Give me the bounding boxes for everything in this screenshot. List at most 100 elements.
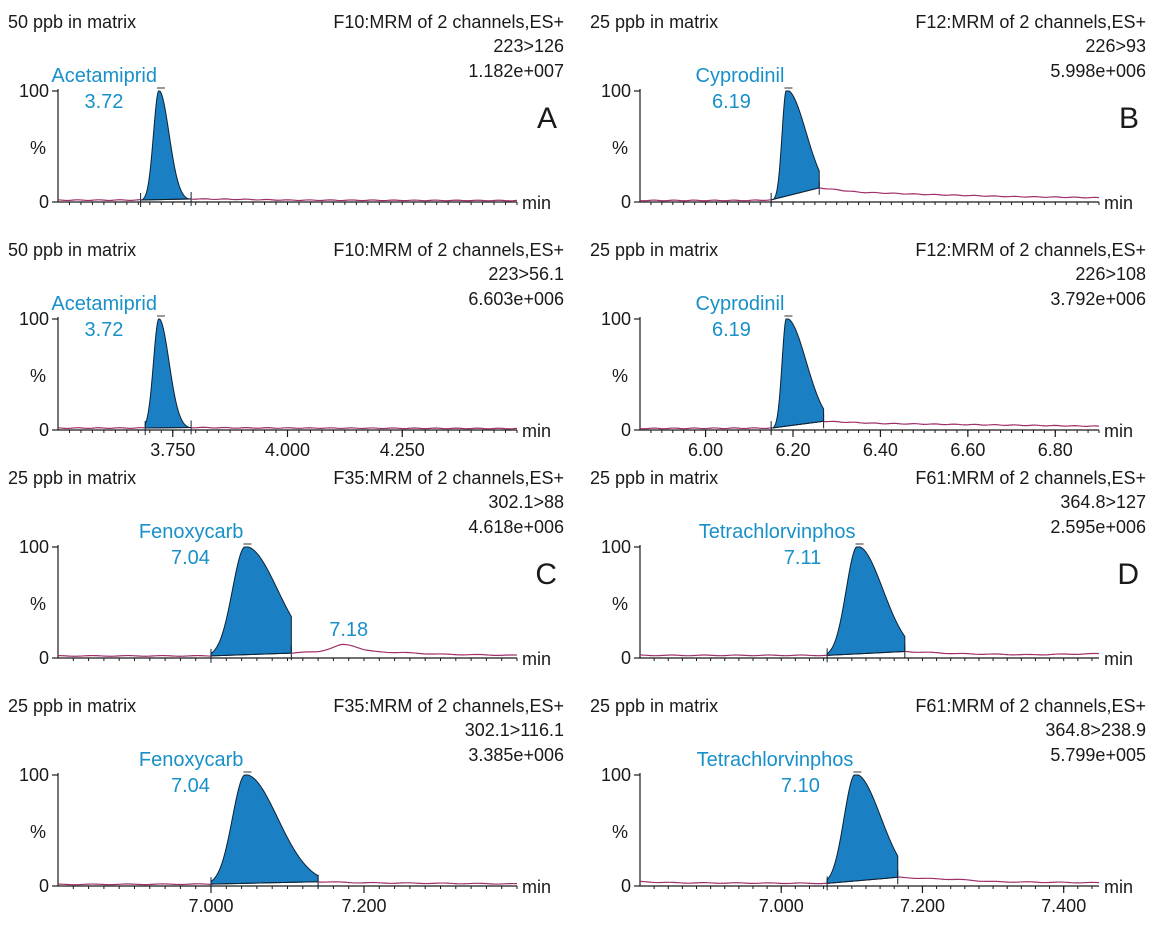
x-tick-label: 7.400 bbox=[1041, 896, 1086, 916]
intensity-label: 5.799e+005 bbox=[1050, 745, 1146, 765]
x-tick-label: 4.000 bbox=[265, 440, 310, 460]
y-tick-label: 0 bbox=[621, 192, 631, 212]
chromatogram-trace bbox=[897, 876, 1100, 884]
y-tick-label: 100 bbox=[19, 81, 49, 101]
compound-label: Fenoxycarb bbox=[139, 521, 244, 543]
function-label: F10:MRM of 2 channels,ES+ bbox=[333, 12, 564, 32]
integration-baseline bbox=[827, 876, 898, 884]
function-label: F61:MRM of 2 channels,ES+ bbox=[915, 696, 1146, 716]
y-tick-label: 100 bbox=[19, 537, 49, 557]
function-label: F10:MRM of 2 channels,ES+ bbox=[333, 240, 564, 260]
x-tick-label: 4.250 bbox=[380, 440, 425, 460]
compound-label: Fenoxycarb bbox=[139, 749, 244, 771]
chromatogram-panel: 50 ppb in matrix F10:MRM of 2 channels,ES… bbox=[8, 12, 564, 213]
y-tick-label: 100 bbox=[601, 537, 631, 557]
y-tick-label: 0 bbox=[39, 420, 49, 440]
transition-label: 223>56.1 bbox=[488, 264, 564, 284]
intensity-label: 2.595e+006 bbox=[1050, 517, 1146, 537]
chromatogram-panel: 25 ppb in matrix F61:MRM of 2 channels,ES… bbox=[590, 696, 1146, 916]
peak-area bbox=[210, 546, 292, 657]
intensity-label: 4.618e+006 bbox=[468, 517, 564, 537]
peak-area bbox=[771, 90, 820, 201]
function-label: F12:MRM of 2 channels,ES+ bbox=[915, 12, 1146, 32]
y-tick-label: 100 bbox=[19, 765, 49, 785]
chromatogram-panel: 25 ppb in matrix F61:MRM of 2 channels,ES… bbox=[590, 468, 1146, 669]
retention-time-label: 6.19 bbox=[712, 91, 751, 113]
retention-time-label: 7.10 bbox=[781, 775, 820, 797]
retention-time-label: 3.72 bbox=[85, 91, 124, 113]
transition-label: 226>93 bbox=[1085, 36, 1146, 56]
compound-label: Cyprodinil bbox=[696, 65, 785, 87]
integration-baseline bbox=[771, 420, 824, 429]
x-tick-label: 6.00 bbox=[688, 440, 723, 460]
x-tick-label: 6.60 bbox=[950, 440, 985, 460]
x-axis-label: min bbox=[1104, 421, 1133, 441]
integration-baseline bbox=[771, 187, 820, 201]
y-tick-label: 100 bbox=[601, 765, 631, 785]
y-tick-label: 100 bbox=[601, 81, 631, 101]
chromatogram-trace bbox=[57, 883, 212, 886]
y-axis-label: % bbox=[612, 366, 628, 386]
chromatogram-trace bbox=[57, 654, 212, 657]
y-axis-label: % bbox=[612, 594, 628, 614]
compound-label: Tetrachlorvinphos bbox=[699, 521, 856, 543]
transition-label: 302.1>116.1 bbox=[465, 720, 564, 740]
chromatogram-trace bbox=[191, 198, 518, 202]
x-axis-label: min bbox=[1104, 193, 1133, 213]
chromatogram-trace bbox=[318, 881, 518, 885]
sample-label: 25 ppb in matrix bbox=[590, 12, 718, 32]
peak-area bbox=[140, 90, 192, 201]
transition-label: 223>126 bbox=[493, 36, 564, 56]
x-tick-label: 6.80 bbox=[1038, 440, 1073, 460]
intensity-label: 3.792e+006 bbox=[1050, 289, 1146, 309]
y-axis-label: % bbox=[30, 366, 46, 386]
sample-label: 50 ppb in matrix bbox=[8, 12, 136, 32]
y-tick-label: 100 bbox=[601, 309, 631, 329]
x-tick-label: 7.200 bbox=[341, 896, 386, 916]
retention-time-label: 7.04 bbox=[171, 547, 210, 569]
chromatogram-trace bbox=[291, 643, 518, 656]
y-axis-label: % bbox=[612, 138, 628, 158]
sample-label: 25 ppb in matrix bbox=[8, 696, 136, 716]
sample-label: 25 ppb in matrix bbox=[590, 468, 718, 488]
sample-label: 50 ppb in matrix bbox=[8, 240, 136, 260]
y-tick-label: 0 bbox=[39, 192, 49, 212]
x-tick-label: 6.40 bbox=[863, 440, 898, 460]
panel-letter: C bbox=[535, 558, 557, 591]
sample-label: 25 ppb in matrix bbox=[590, 696, 718, 716]
chromatogram-trace bbox=[904, 650, 1100, 656]
retention-time-label: 7.11 bbox=[784, 547, 821, 569]
chromatogram-trace bbox=[57, 199, 141, 202]
integration-baseline bbox=[140, 198, 192, 201]
compound-label: Tetrachlorvinphos bbox=[697, 749, 854, 771]
y-tick-label: 0 bbox=[39, 876, 49, 896]
function-label: F61:MRM of 2 channels,ES+ bbox=[915, 468, 1146, 488]
extra-peak-rt-label: 7.18 bbox=[329, 619, 368, 641]
x-tick-label: 6.20 bbox=[775, 440, 810, 460]
x-axis-label: min bbox=[1104, 649, 1133, 669]
chromatogram-trace bbox=[639, 654, 828, 657]
intensity-label: 1.182e+007 bbox=[468, 61, 564, 81]
retention-time-label: 7.04 bbox=[171, 775, 210, 797]
chromatogram-trace bbox=[191, 426, 518, 430]
x-tick-label: 7.000 bbox=[188, 896, 233, 916]
chromatogram-panel: 25 ppb in matrix F35:MRM of 2 channels,ES… bbox=[8, 468, 564, 669]
y-tick-label: 0 bbox=[621, 420, 631, 440]
x-tick-label: 3.750 bbox=[150, 440, 195, 460]
integration-baseline bbox=[827, 651, 905, 656]
chromatogram-trace bbox=[57, 427, 146, 430]
peak-area bbox=[771, 318, 825, 429]
chromatogram-trace bbox=[823, 420, 1100, 428]
y-axis-label: % bbox=[30, 822, 46, 842]
x-tick-label: 7.000 bbox=[759, 896, 804, 916]
chromatogram-panel: 50 ppb in matrix F10:MRM of 2 channels,ES… bbox=[8, 240, 564, 460]
chromatogram-panel: 25 ppb in matrix F12:MRM of 2 channels,ES… bbox=[590, 240, 1146, 460]
chromatogram-panel: 25 ppb in matrix F12:MRM of 2 channels,ES… bbox=[590, 12, 1146, 213]
panel-letter: A bbox=[537, 102, 557, 135]
transition-label: 364.8>127 bbox=[1060, 492, 1146, 512]
compound-label: Cyprodinil bbox=[696, 293, 785, 315]
panel-letter: D bbox=[1117, 558, 1139, 591]
x-axis-label: min bbox=[522, 877, 551, 897]
function-label: F12:MRM of 2 channels,ES+ bbox=[915, 240, 1146, 260]
sample-label: 25 ppb in matrix bbox=[590, 240, 718, 260]
